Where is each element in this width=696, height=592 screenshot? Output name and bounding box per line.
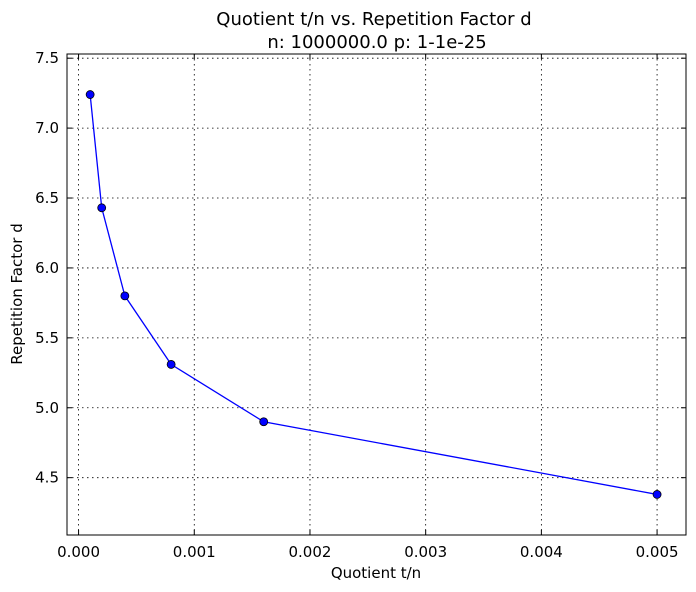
chart-subtitle: n: 1000000.0 p: 1-1e-25 (267, 32, 486, 53)
chart-title: Quotient t/n vs. Repetition Factor d (216, 9, 531, 30)
x-tick-label: 0.001 (173, 543, 216, 561)
y-axis-tick-labels: 4.5 5.0 5.5 6.0 6.5 7.0 7.5 (35, 49, 59, 486)
y-tick-label: 7.0 (35, 119, 59, 137)
data-point (97, 203, 107, 213)
data-point (259, 417, 269, 427)
y-tick-label: 4.5 (35, 469, 59, 487)
data-point (652, 490, 662, 499)
data-point (166, 360, 176, 369)
x-axis-label: Quotient t/n (331, 564, 421, 582)
axis-ticks (67, 54, 686, 535)
y-tick-label: 6.5 (35, 189, 59, 207)
series-0 (85, 90, 662, 499)
y-tick-label: 5.0 (35, 399, 59, 417)
series-line (89, 94, 658, 496)
plot-area (66, 53, 687, 536)
x-tick-label: 0.000 (57, 543, 100, 561)
y-tick-label: 6.0 (35, 259, 59, 277)
x-tick-label: 0.005 (636, 543, 679, 561)
x-tick-label: 0.004 (520, 543, 563, 561)
x-tick-label: 0.003 (404, 543, 447, 561)
series-layer (85, 90, 662, 499)
x-axis-tick-labels: 0.000 0.001 0.002 0.003 0.004 0.005 (57, 543, 678, 561)
data-point (120, 291, 130, 301)
x-tick-label: 0.002 (288, 543, 331, 561)
y-tick-label: 7.5 (35, 49, 59, 67)
y-axis-label: Repetition Factor d (8, 223, 26, 364)
grid (67, 54, 686, 535)
y-tick-label: 5.5 (35, 329, 59, 347)
data-point (85, 90, 95, 99)
